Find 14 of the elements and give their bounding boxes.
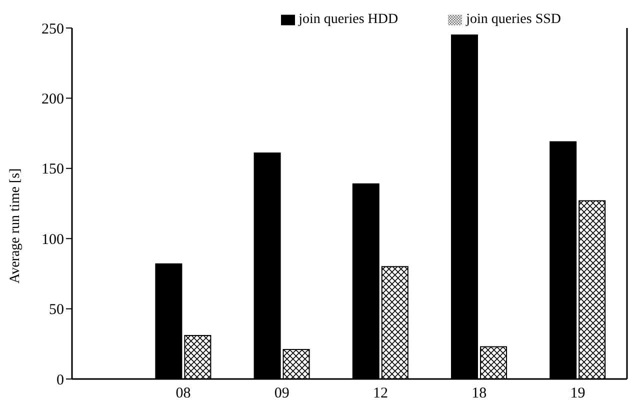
y-tick-label: 200 — [42, 92, 64, 108]
y-axis-title: Average run time [s] — [8, 168, 23, 284]
x-tick-label: 18 — [472, 386, 487, 402]
y-tick-label: 0 — [56, 372, 64, 388]
x-tick-label: 19 — [570, 386, 586, 402]
y-tick-label: 50 — [49, 302, 64, 318]
x-tick-label: 08 — [176, 386, 191, 402]
legend-label: join queries HDD — [298, 12, 398, 27]
y-tick-label: 250 — [42, 21, 64, 38]
y-tick-label: 150 — [42, 162, 64, 178]
x-tick-label: 12 — [373, 386, 388, 402]
legend-label: join queries SSD — [466, 12, 561, 27]
y-tick-label: 100 — [42, 232, 64, 248]
x-tick-label: 09 — [274, 386, 290, 402]
